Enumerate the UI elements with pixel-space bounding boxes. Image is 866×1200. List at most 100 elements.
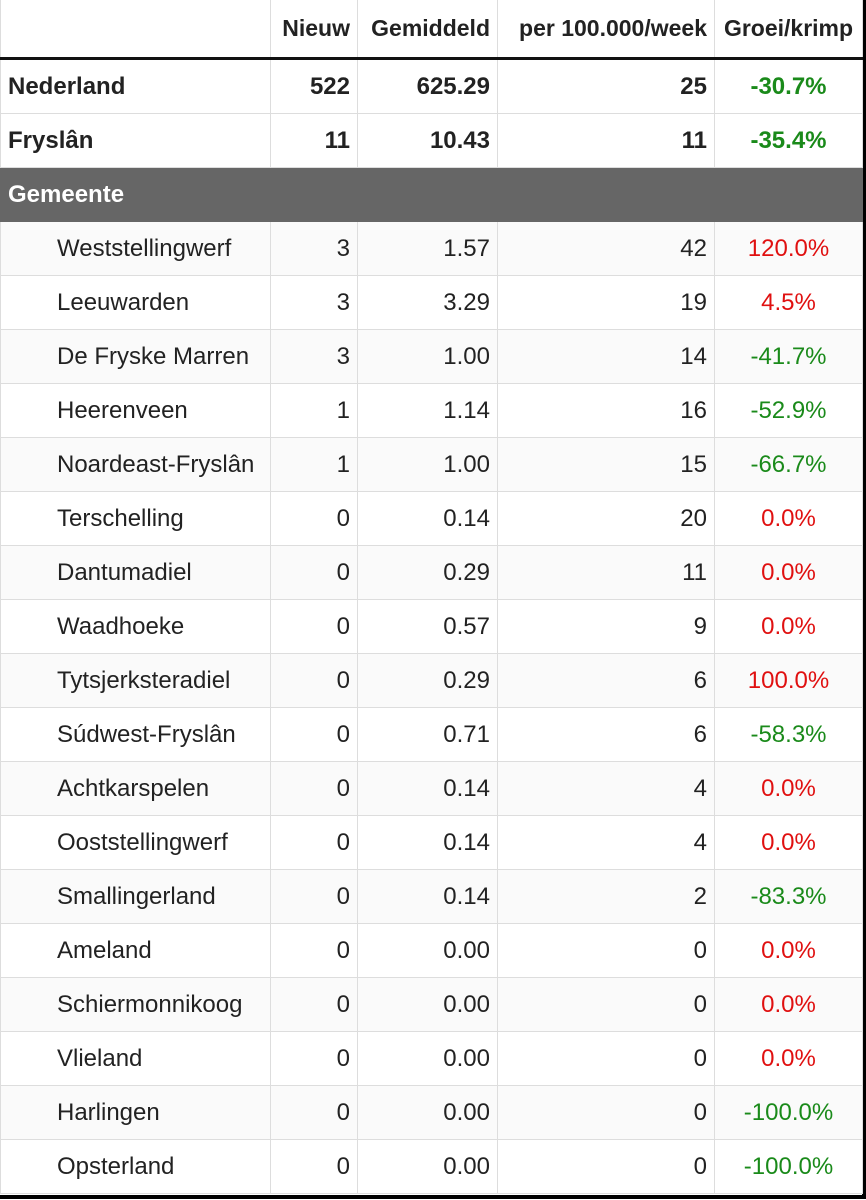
row-per-100000: 6 [497, 653, 715, 708]
row-nieuw: 0 [270, 815, 358, 870]
table-row: Ooststellingwerf 0 0.14 4 0.0% [0, 815, 863, 870]
row-gemiddeld: 3.29 [357, 275, 498, 330]
row-nieuw: 0 [270, 653, 358, 708]
table-row: Weststellingwerf 3 1.57 42 120.0% [0, 221, 863, 276]
row-name: Waadhoeke [0, 599, 271, 654]
row-name: Leeuwarden [0, 275, 271, 330]
row-nieuw: 0 [270, 977, 358, 1032]
table-row: Waadhoeke 0 0.57 9 0.0% [0, 599, 863, 654]
row-nieuw: 0 [270, 545, 358, 600]
row-per-100000: 25 [497, 58, 715, 114]
table-row: Achtkarspelen 0 0.14 4 0.0% [0, 761, 863, 816]
table-row: Tytsjerksteradiel 0 0.29 6 100.0% [0, 653, 863, 708]
row-name: Tytsjerksteradiel [0, 653, 271, 708]
row-gemiddeld: 0.00 [357, 977, 498, 1032]
row-groei: 100.0% [714, 653, 863, 708]
row-per-100000: 2 [497, 869, 715, 924]
row-nieuw: 3 [270, 329, 358, 384]
row-name: Nederland [0, 58, 271, 114]
row-groei: -30.7% [714, 58, 863, 114]
row-per-100000: 42 [497, 221, 715, 276]
row-groei: -35.4% [714, 113, 863, 168]
row-per-100000: 0 [497, 977, 715, 1032]
row-groei: -100.0% [714, 1085, 863, 1140]
row-groei: 0.0% [714, 815, 863, 870]
row-groei: 0.0% [714, 923, 863, 978]
row-name: Opsterland [0, 1139, 271, 1194]
row-groei: 0.0% [714, 761, 863, 816]
row-name: Vlieland [0, 1031, 271, 1086]
row-per-100000: 4 [497, 815, 715, 870]
row-name: Súdwest-Fryslân [0, 707, 271, 762]
row-name: De Fryske Marren [0, 329, 271, 384]
row-per-100000: 6 [497, 707, 715, 762]
row-name: Ameland [0, 923, 271, 978]
row-per-100000: 11 [497, 113, 715, 168]
row-name: Heerenveen [0, 383, 271, 438]
row-per-100000: 19 [497, 275, 715, 330]
section-header: Gemeente [0, 167, 863, 222]
table-row: De Fryske Marren 3 1.00 14 -41.7% [0, 329, 863, 384]
row-groei: 4.5% [714, 275, 863, 330]
row-groei: 0.0% [714, 545, 863, 600]
row-name: Noardeast-Fryslân [0, 437, 271, 492]
table-row: Heerenveen 1 1.14 16 -52.9% [0, 383, 863, 438]
header-per-100000[interactable]: per 100.000/week [497, 0, 715, 60]
row-gemiddeld: 0.14 [357, 761, 498, 816]
row-name: Terschelling [0, 491, 271, 546]
header-row: Nieuw Gemiddeld per 100.000/week Groei/k… [0, 0, 863, 60]
row-gemiddeld: 0.14 [357, 815, 498, 870]
row-groei: 0.0% [714, 599, 863, 654]
header-groei-krimp[interactable]: Groei/krimp [714, 0, 863, 60]
header-gemiddeld[interactable]: Gemiddeld [357, 0, 498, 60]
row-per-100000: 0 [497, 923, 715, 978]
row-per-100000: 14 [497, 329, 715, 384]
row-name: Achtkarspelen [0, 761, 271, 816]
row-per-100000: 9 [497, 599, 715, 654]
table-row: Vlieland 0 0.00 0 0.0% [0, 1031, 863, 1086]
row-groei: 0.0% [714, 1031, 863, 1086]
row-gemiddeld: 0.57 [357, 599, 498, 654]
header-nieuw[interactable]: Nieuw [270, 0, 358, 60]
row-groei: -83.3% [714, 869, 863, 924]
row-groei: 120.0% [714, 221, 863, 276]
table-row: Noardeast-Fryslân 1 1.00 15 -66.7% [0, 437, 863, 492]
row-groei: -58.3% [714, 707, 863, 762]
row-name: Harlingen [0, 1085, 271, 1140]
row-nieuw: 0 [270, 923, 358, 978]
row-groei: 0.0% [714, 491, 863, 546]
row-per-100000: 16 [497, 383, 715, 438]
summary-row: Nederland 522 625.29 25 -30.7% [0, 58, 863, 114]
row-per-100000: 11 [497, 545, 715, 600]
row-groei: -100.0% [714, 1139, 863, 1194]
row-gemiddeld: 0.00 [357, 923, 498, 978]
row-per-100000: 0 [497, 1139, 715, 1194]
table-row: Súdwest-Fryslân 0 0.71 6 -58.3% [0, 707, 863, 762]
row-name: Ooststellingwerf [0, 815, 271, 870]
row-name: Dantumadiel [0, 545, 271, 600]
row-gemiddeld: 0.71 [357, 707, 498, 762]
row-nieuw: 3 [270, 221, 358, 276]
row-gemiddeld: 1.00 [357, 437, 498, 492]
summary-row: Fryslân 11 10.43 11 -35.4% [0, 113, 863, 168]
row-per-100000: 4 [497, 761, 715, 816]
row-gemiddeld: 1.14 [357, 383, 498, 438]
row-gemiddeld: 1.57 [357, 221, 498, 276]
table-row: Ameland 0 0.00 0 0.0% [0, 923, 863, 978]
row-nieuw: 3 [270, 275, 358, 330]
row-nieuw: 522 [270, 58, 358, 114]
table-row: Opsterland 0 0.00 0 -100.0% [0, 1139, 863, 1194]
row-nieuw: 0 [270, 599, 358, 654]
row-nieuw: 1 [270, 437, 358, 492]
row-groei: -52.9% [714, 383, 863, 438]
row-gemiddeld: 0.00 [357, 1085, 498, 1140]
row-groei: -66.7% [714, 437, 863, 492]
row-name: Weststellingwerf [0, 221, 271, 276]
row-nieuw: 0 [270, 1031, 358, 1086]
row-nieuw: 0 [270, 707, 358, 762]
row-nieuw: 0 [270, 869, 358, 924]
row-nieuw: 0 [270, 491, 358, 546]
row-groei: -41.7% [714, 329, 863, 384]
